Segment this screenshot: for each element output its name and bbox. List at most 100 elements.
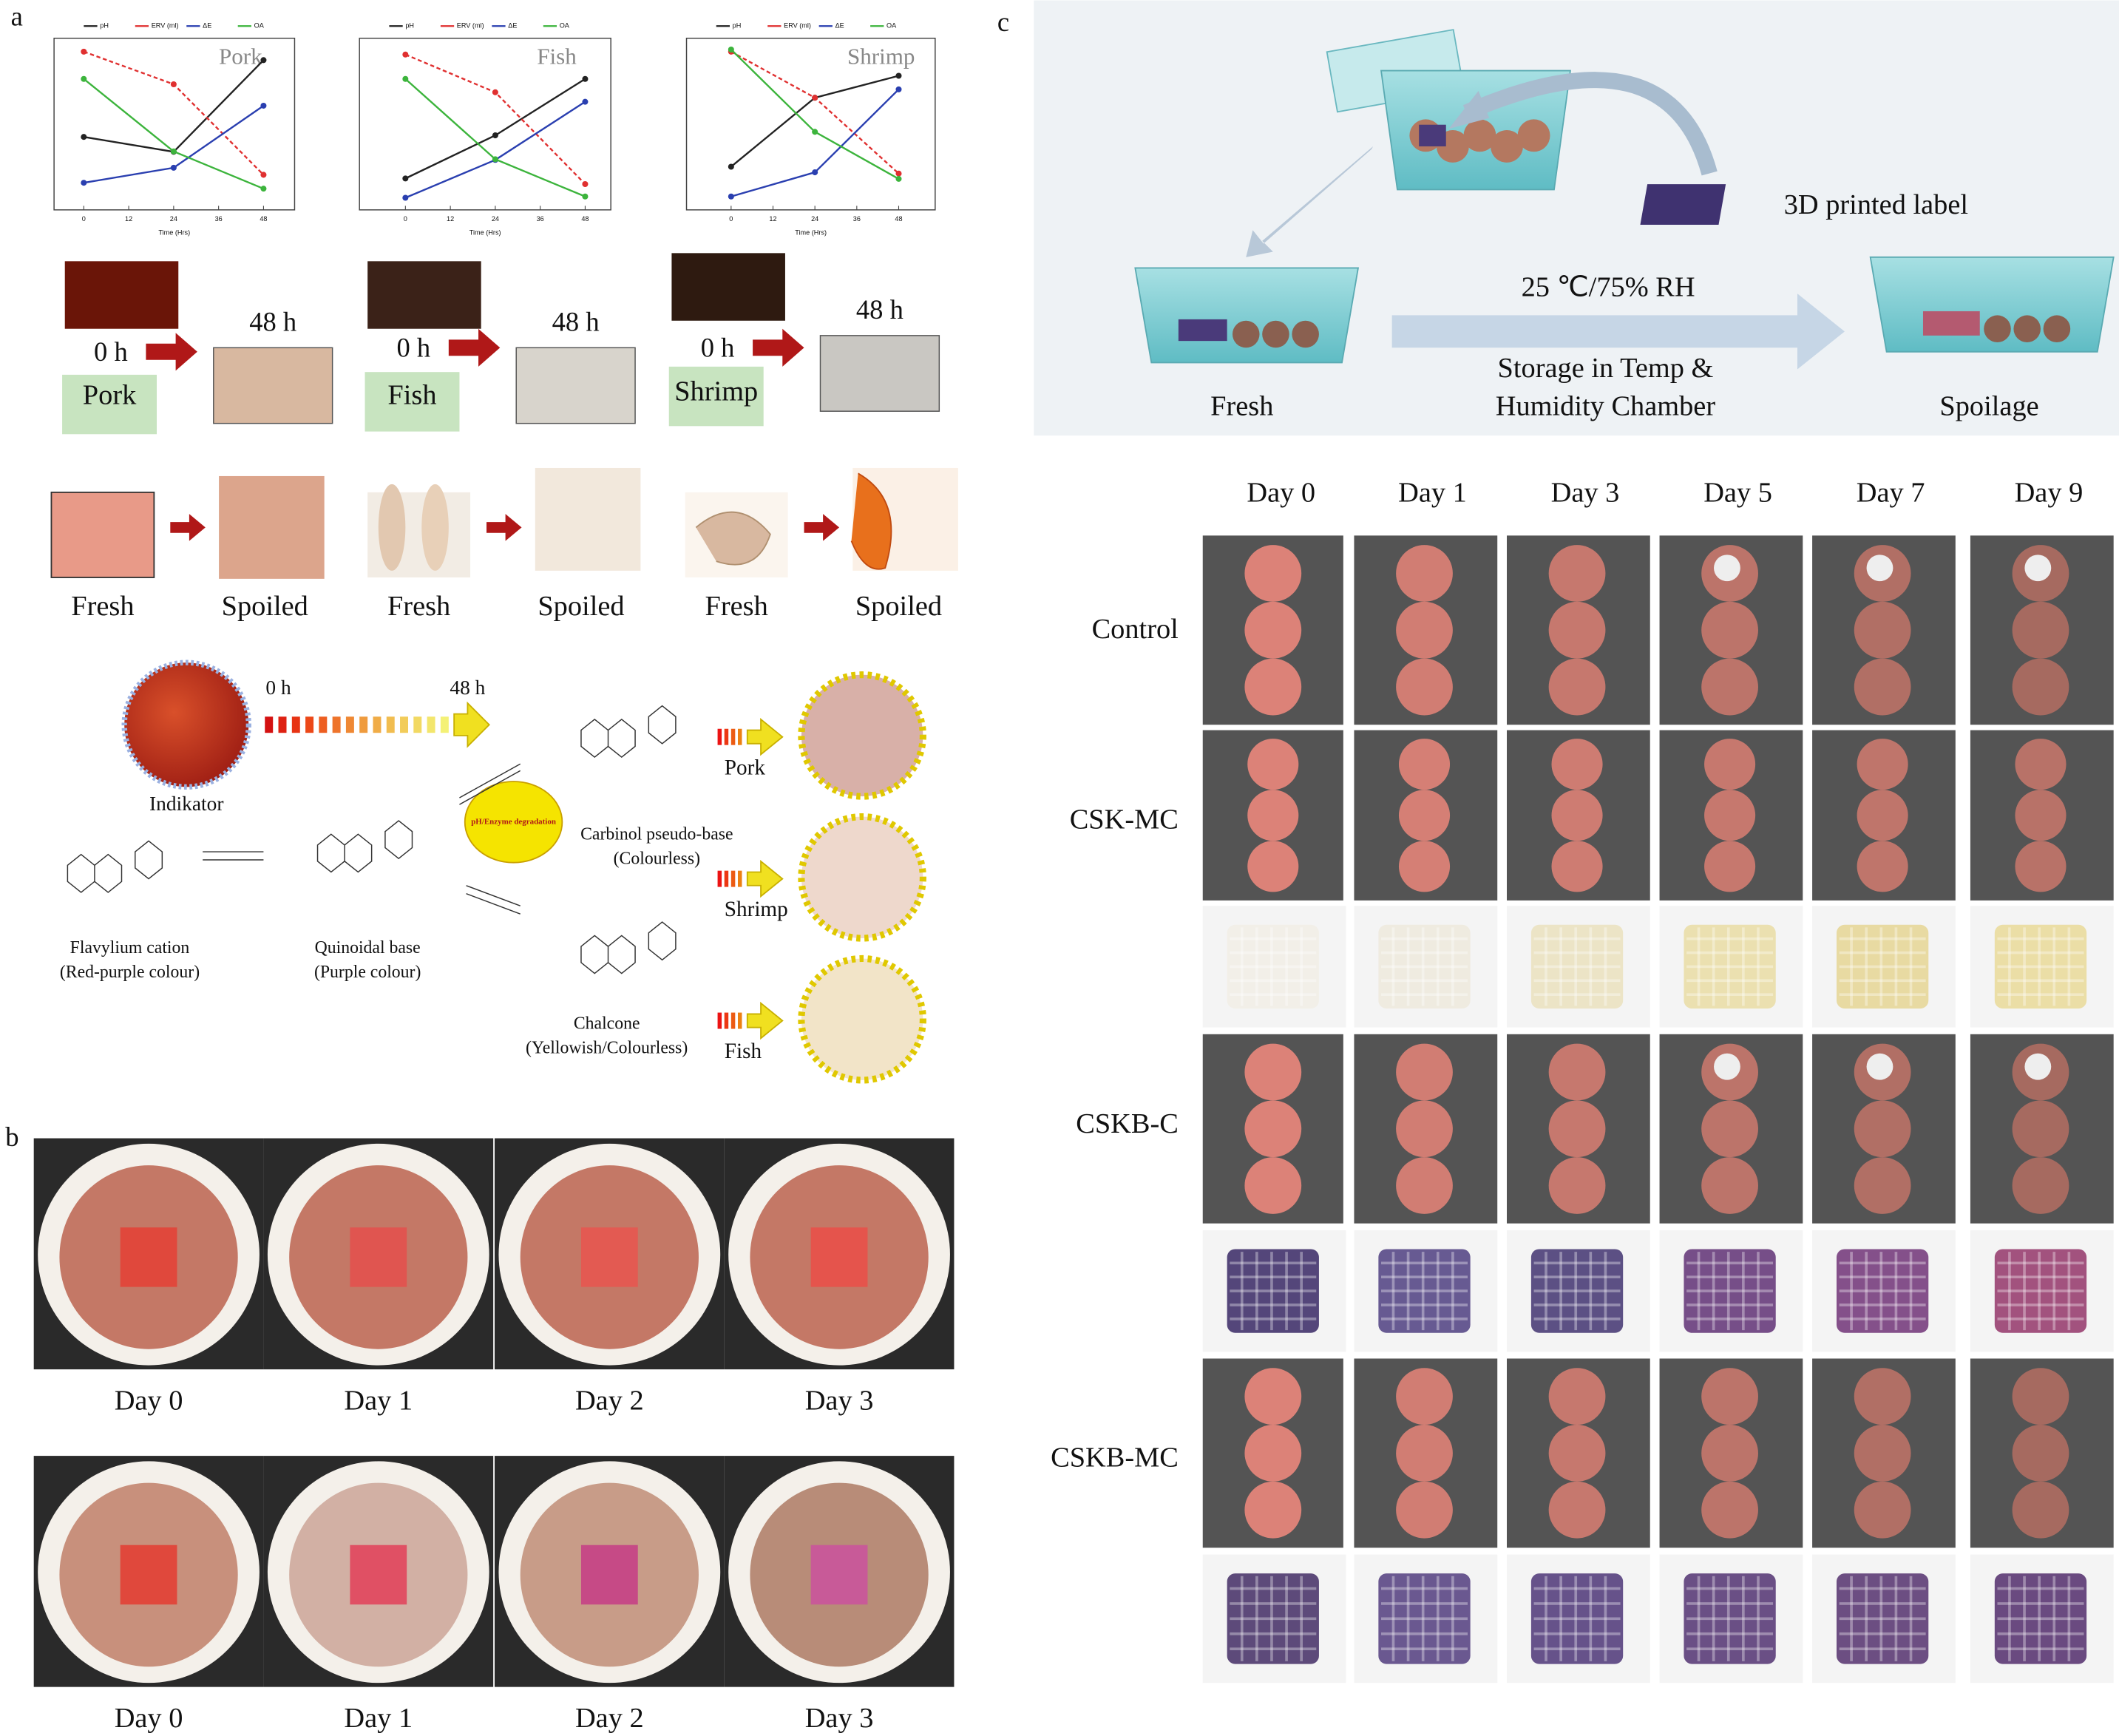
series-point: [260, 57, 267, 64]
lychee: [1704, 841, 1756, 892]
lychee: [1396, 1368, 1453, 1425]
meatball: [1517, 119, 1550, 152]
result-circle: [798, 955, 926, 1084]
meatball: [1262, 320, 1289, 348]
printed-label: [1530, 1573, 1624, 1664]
series-point: [895, 175, 902, 182]
result-arrow: [746, 718, 784, 756]
lychee: [2012, 1481, 2069, 1539]
scale-step: [319, 716, 328, 733]
legend-label: pH: [100, 22, 109, 30]
series-point: [812, 95, 818, 101]
storage-label: Humidity Chamber: [1496, 390, 1716, 421]
scale-step: [724, 728, 729, 745]
lychee: [1396, 1043, 1453, 1101]
schematic-label: 3D printed label: [1784, 189, 1968, 220]
enzyme-bubble: [464, 781, 563, 864]
spoilage-label: Spoilage: [1939, 390, 2038, 421]
lychee: [1548, 1425, 1606, 1482]
printed-label: [1227, 1573, 1319, 1664]
fresh-label: Fresh: [705, 591, 768, 622]
lychee: [1854, 1157, 1911, 1214]
printed-label: [1994, 1573, 2087, 1664]
fish-piece: [378, 484, 406, 571]
arrow: [486, 514, 522, 541]
panel-letter: a: [11, 1, 23, 32]
fresh-label: Fresh: [1210, 390, 1273, 421]
x-tick-label: 36: [537, 215, 544, 223]
x-tick-label: 36: [215, 215, 223, 223]
sample-photo-start: [64, 261, 179, 329]
arrow: [804, 514, 840, 541]
row-label: CSKB-MC: [1051, 1442, 1179, 1473]
sample-photo-end: [515, 347, 636, 424]
mold: [1866, 555, 1893, 582]
sample-photo-start: [671, 253, 785, 321]
lychee: [1396, 1481, 1453, 1539]
series-point: [728, 46, 734, 53]
x-axis-label: Time (Hrs): [795, 228, 827, 236]
scheme-label: (Red-purple colour): [60, 963, 200, 982]
day-label: Day 3: [805, 1703, 874, 1734]
scale-step: [332, 716, 341, 733]
arrow-head: [1448, 91, 1490, 129]
condition-label: 25 ℃/75% RH: [1522, 272, 1695, 303]
series-point: [402, 75, 409, 82]
lychee: [1247, 841, 1299, 892]
series-point: [582, 193, 589, 200]
scale-step: [730, 728, 736, 745]
panel-letter: c: [997, 7, 1009, 37]
scheme-label: (Purple colour): [314, 963, 421, 982]
scale-step: [400, 716, 408, 733]
lychee: [1244, 1043, 1302, 1101]
sample-name: Fish: [387, 380, 436, 411]
lychee: [1854, 1481, 1911, 1539]
lychee: [1704, 739, 1756, 790]
fresh-label: Fresh: [387, 591, 450, 622]
lychee: [1854, 1368, 1911, 1425]
indicator-film: [350, 1227, 407, 1287]
day-header: Day 0: [1247, 477, 1315, 508]
day-header: Day 5: [1703, 477, 1772, 508]
legend-label: ERV (ml): [152, 22, 179, 30]
scale-step: [737, 728, 742, 745]
sample-photo-end: [819, 335, 940, 412]
meatball: [1232, 320, 1260, 348]
scale-step: [724, 870, 729, 887]
day-header: Day 1: [1398, 477, 1467, 508]
scale-step: [278, 716, 287, 733]
down-arrow: [1246, 146, 1374, 257]
scheme-label: Quinoidal base: [315, 938, 421, 957]
lychee: [1701, 1425, 1758, 1482]
printed-label: [1684, 1573, 1776, 1664]
lychee: [1548, 1481, 1606, 1539]
lychee: [1244, 1425, 1302, 1482]
lychee: [1396, 658, 1453, 716]
x-tick-label: 0: [729, 215, 733, 223]
x-tick-label: 48: [895, 215, 902, 223]
plot-frame: [53, 37, 296, 211]
x-tick-label: 24: [492, 215, 499, 223]
day-label: Day 0: [115, 1386, 183, 1417]
printed-label: [1378, 1573, 1471, 1664]
lychee: [1551, 739, 1603, 790]
label-3d: [1640, 184, 1726, 225]
result-label: Fish: [725, 1040, 762, 1063]
scale-step: [440, 716, 449, 733]
series-line: [730, 75, 899, 168]
lychee: [1396, 601, 1453, 659]
lychee: [1244, 1368, 1302, 1425]
series-point: [170, 148, 177, 155]
lychee: [1857, 739, 1908, 790]
series-point: [895, 72, 902, 79]
plot-title: Fish: [537, 43, 577, 69]
series-point: [582, 98, 589, 105]
x-tick-label: 36: [853, 215, 861, 223]
x-tick-label: 0: [404, 215, 407, 223]
label-fresh: [1178, 319, 1227, 342]
indicator: [121, 660, 251, 790]
indicator-film: [580, 1227, 638, 1287]
spoiled-label: Spoiled: [222, 591, 308, 622]
lychee: [1701, 658, 1758, 716]
lychee: [2015, 739, 2067, 790]
